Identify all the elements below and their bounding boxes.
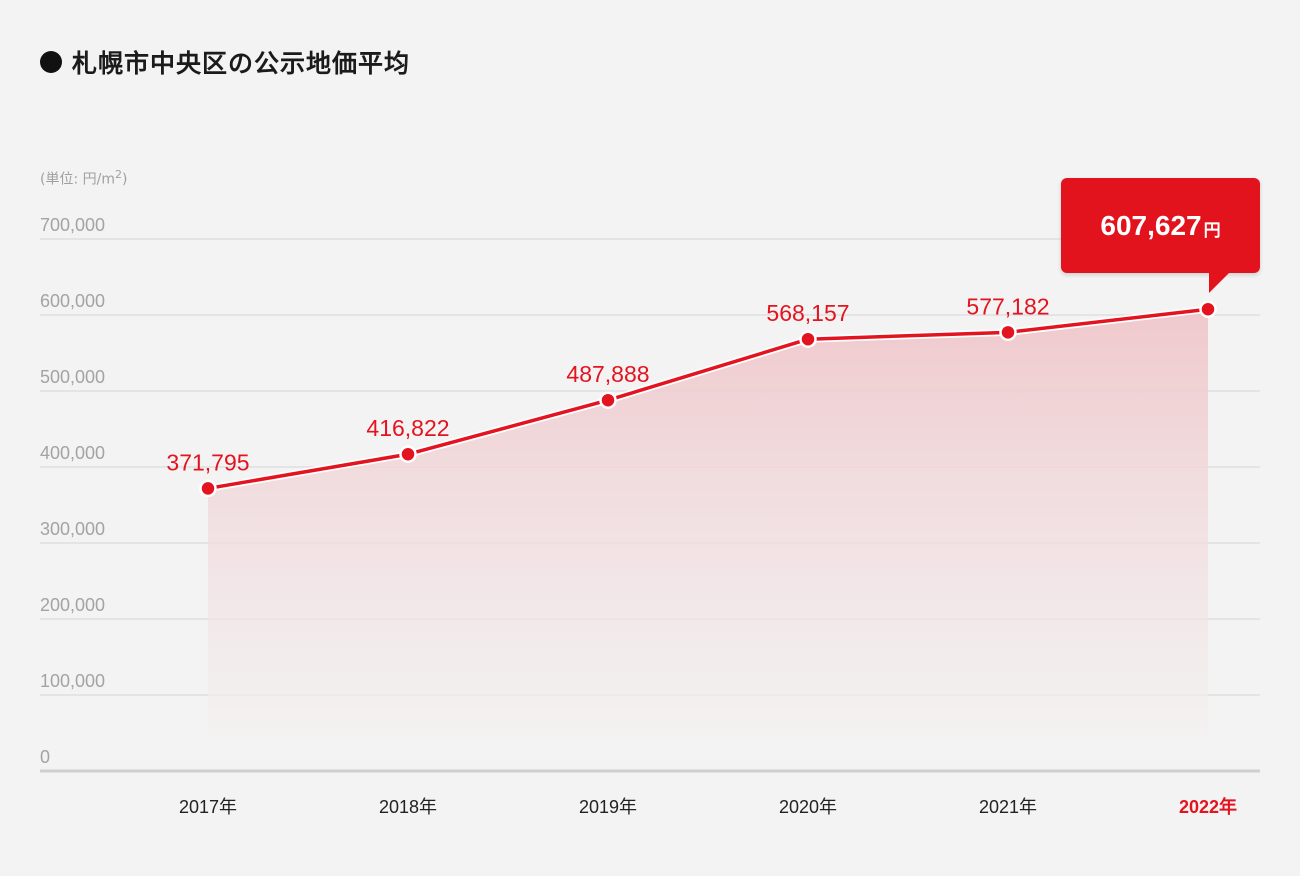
callout-unit: 円: [1203, 221, 1221, 241]
series-line: [207, 307, 1209, 491]
y-tick-label: 300,000: [40, 519, 105, 539]
data-point: [599, 391, 617, 409]
unit-label-text: (単位: 円/m: [40, 171, 115, 188]
x-tick-label: 2017年: [179, 797, 237, 817]
data-point: [1199, 300, 1217, 318]
y-tick-label: 400,000: [40, 443, 105, 463]
data-label: 371,795: [166, 449, 249, 475]
data-point: [399, 445, 417, 463]
data-label: 487,888: [566, 361, 649, 387]
data-point: [799, 330, 817, 348]
data-point: [199, 479, 217, 498]
chart-title: 札幌市中央区の公示地価平均: [40, 44, 410, 80]
unit-label-close: ): [121, 171, 128, 188]
y-tick-label: 700,000: [40, 215, 105, 235]
data-label: 416,822: [366, 415, 449, 441]
data-point: [999, 323, 1017, 342]
y-tick-label: 0: [40, 747, 50, 767]
y-tick-label: 600,000: [40, 291, 105, 311]
unit-label: (単位: 円/m2): [40, 168, 127, 189]
x-tick-label: 2019年: [579, 797, 637, 817]
chart-title-text: 札幌市中央区の公示地価平均: [72, 49, 411, 78]
x-tick-label: 2022年: [1179, 796, 1237, 817]
y-tick-label: 100,000: [40, 671, 105, 691]
y-tick-label: 200,000: [40, 595, 105, 615]
bullet-icon: [40, 51, 62, 73]
y-tick-label: 500,000: [40, 367, 105, 387]
x-tick-label: 2020年: [779, 797, 837, 817]
data-label: 577,182: [966, 293, 1049, 319]
area-fill: [208, 309, 1208, 736]
callout-value: 607,627: [1100, 209, 1202, 241]
x-tick-label: 2018年: [379, 797, 437, 817]
highlight-callout: 607,627 円: [1061, 178, 1260, 293]
x-tick-label: 2021年: [979, 797, 1037, 817]
unit-superscript: 2: [114, 168, 122, 181]
data-label: 568,157: [766, 300, 849, 326]
